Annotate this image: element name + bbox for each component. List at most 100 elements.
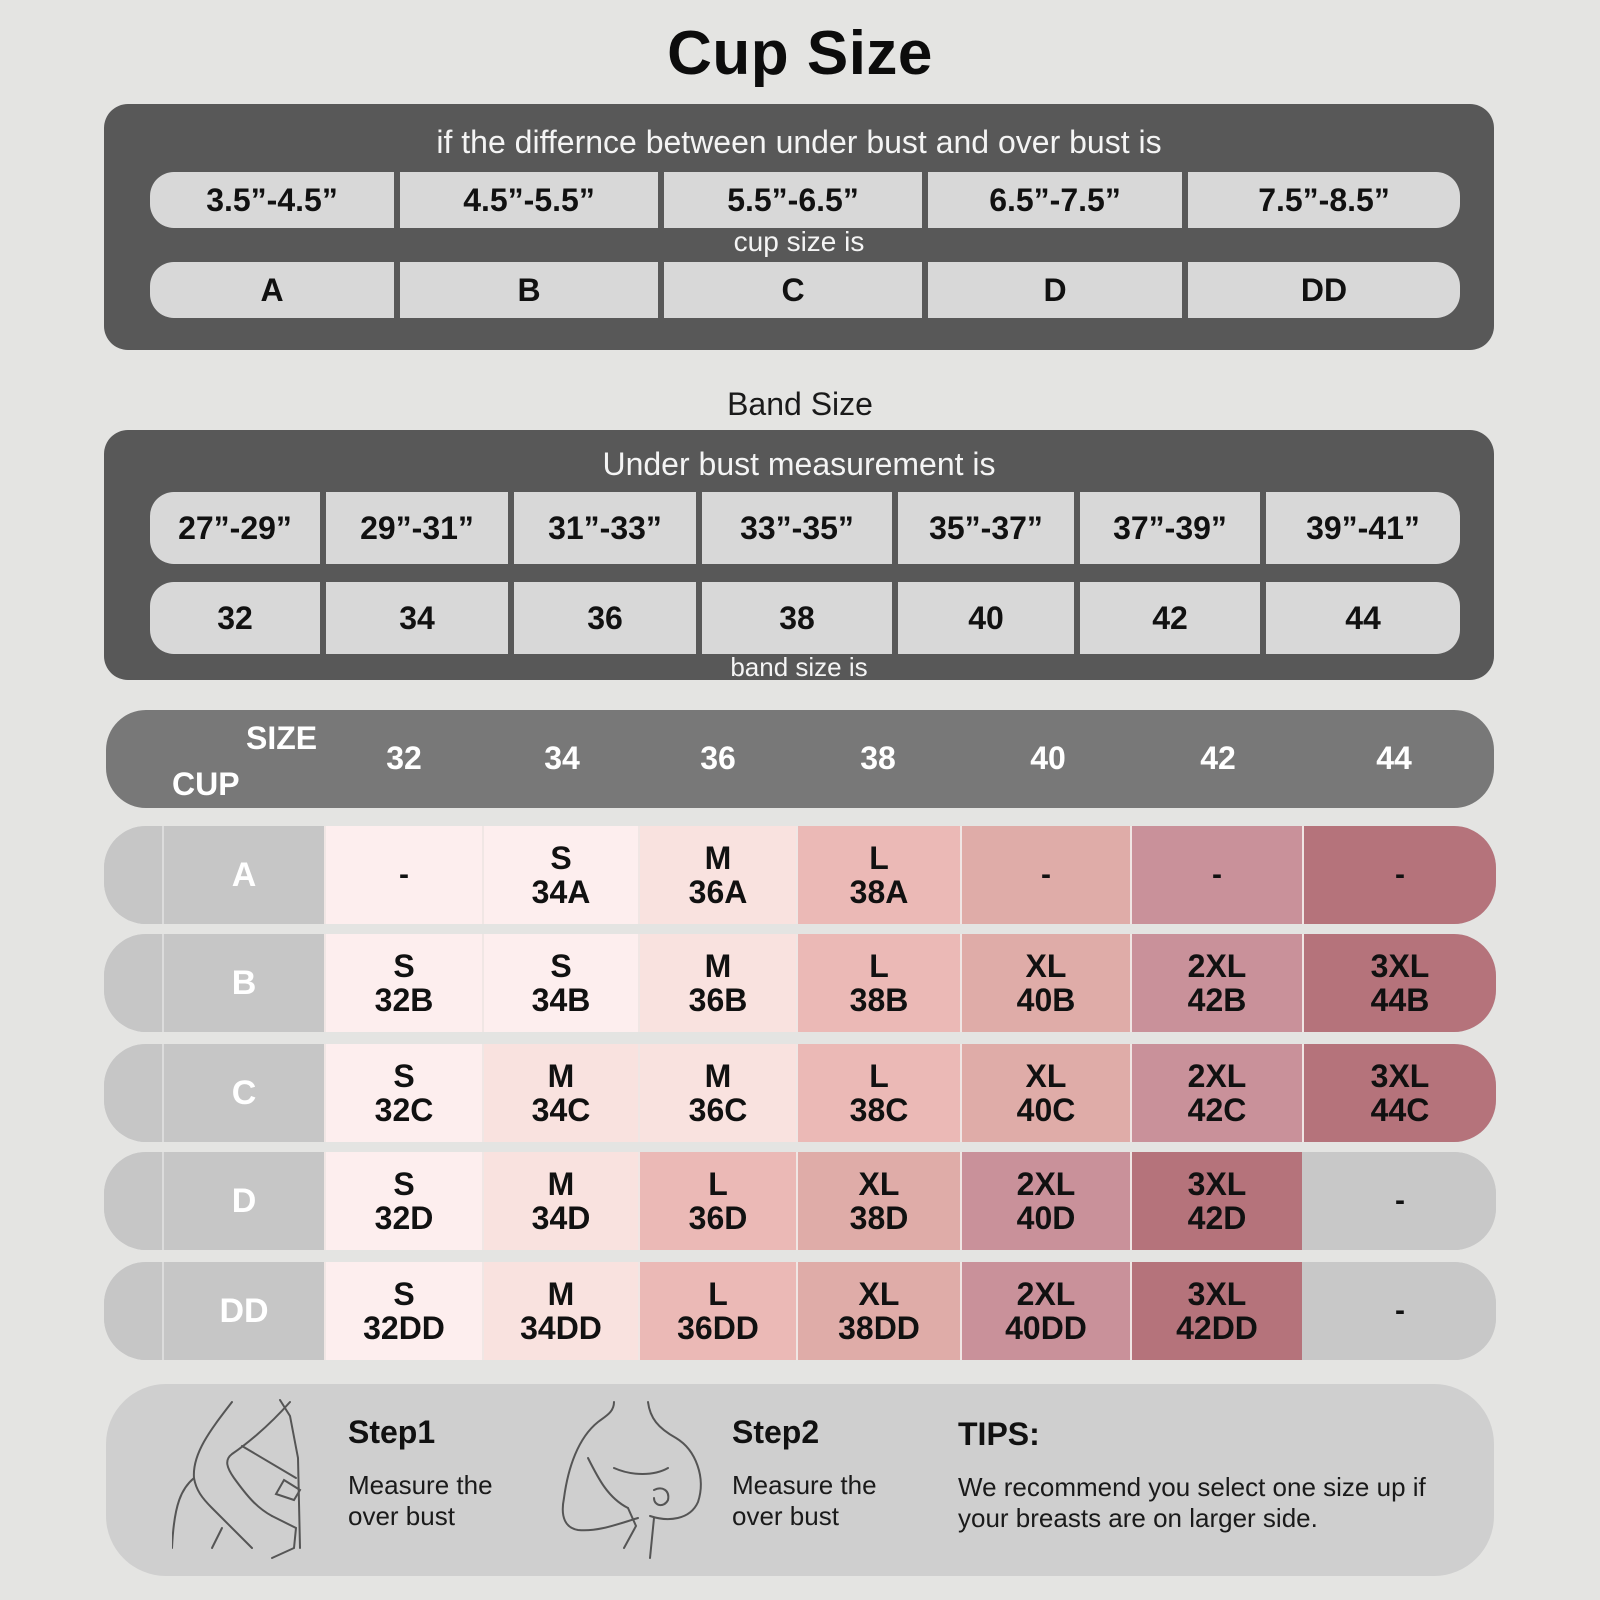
step2-text-line1: Measure the bbox=[732, 1470, 877, 1500]
band-cell: 44 bbox=[1266, 582, 1460, 654]
size-letter: XL bbox=[858, 1166, 900, 1202]
column-header-40: 40 bbox=[1030, 740, 1066, 776]
band-size-heading: Band Size bbox=[727, 386, 873, 422]
size-cell: M 34D bbox=[482, 1152, 638, 1250]
cup-row-label: DD bbox=[164, 1262, 324, 1360]
size-letter: 2XL bbox=[1016, 1276, 1076, 1312]
bra-size-code: 40DD bbox=[1005, 1310, 1087, 1346]
cup-row-label: A bbox=[164, 826, 324, 924]
measuring-instructions: Step1 Measure the over bust Step2 Measur… bbox=[106, 1384, 1494, 1576]
size-table-header: SIZE CUP 32 34 36 38 40 42 44 bbox=[106, 710, 1494, 808]
band-size-panel: Under bust measurement is 27”-29” 29”-31… bbox=[104, 430, 1494, 682]
difference-cell: 5.5”-6.5” bbox=[664, 172, 922, 228]
size-cell: 2XL 42C bbox=[1130, 1044, 1302, 1142]
bra-size-code: 40B bbox=[1016, 982, 1076, 1018]
size-letter: - bbox=[1395, 858, 1405, 891]
tips-text: We recommend you select one size up if y… bbox=[958, 1472, 1426, 1534]
size-letter: 2XL bbox=[1187, 948, 1247, 984]
size-letter: M bbox=[704, 840, 732, 876]
table-row: DD S 32DD M 34DD L 36DD XL 38DD 2XL 40DD 3XL 42DD - bbox=[104, 1262, 1496, 1360]
page-title: Cup Size bbox=[667, 19, 933, 88]
cup-row-label: C bbox=[164, 1044, 324, 1142]
size-cell: 3XL 42DD bbox=[1130, 1262, 1302, 1360]
size-letter: M bbox=[547, 1166, 575, 1202]
tips-text-line2: your breasts are on larger side. bbox=[958, 1503, 1318, 1533]
size-letter: 2XL bbox=[1016, 1166, 1076, 1202]
size-cell: L 36D bbox=[638, 1152, 796, 1250]
size-cell: M 36C bbox=[638, 1044, 796, 1142]
difference-row: 3.5”-4.5” 4.5”-5.5” 5.5”-6.5” 6.5”-7.5” … bbox=[150, 172, 1460, 228]
tips-text-line1: We recommend you select one size up if bbox=[958, 1472, 1426, 1502]
bra-size-code: 38B bbox=[849, 982, 909, 1018]
size-letter: L bbox=[869, 948, 889, 984]
bra-size-code: 38A bbox=[849, 874, 909, 910]
measurement-cell: 33”-35” bbox=[702, 492, 892, 564]
size-cell: - bbox=[1302, 1152, 1496, 1250]
size-cell: 2XL 40DD bbox=[960, 1262, 1130, 1360]
cup-difference-caption: if the differnce between under bust and … bbox=[436, 124, 1162, 160]
bra-size-code: 40D bbox=[1016, 1200, 1076, 1236]
size-letter: S bbox=[550, 840, 572, 876]
cup-cell: DD bbox=[1188, 262, 1460, 318]
measurement-cell: 31”-33” bbox=[514, 492, 696, 564]
size-letter: 3XL bbox=[1370, 948, 1430, 984]
column-header-32: 32 bbox=[386, 740, 422, 776]
size-letter: - bbox=[399, 858, 409, 891]
size-letter: - bbox=[1041, 858, 1051, 891]
row-stub bbox=[104, 934, 164, 1032]
bra-size-code: 38DD bbox=[838, 1310, 920, 1346]
tips-title: TIPS: bbox=[958, 1416, 1040, 1452]
size-cell: 2XL 42B bbox=[1130, 934, 1302, 1032]
bra-size-code: 36C bbox=[688, 1092, 748, 1128]
size-cell: 3XL 44B bbox=[1302, 934, 1496, 1032]
size-cell: - bbox=[960, 826, 1130, 924]
cup-cell: D bbox=[928, 262, 1182, 318]
size-letter: 3XL bbox=[1370, 1058, 1430, 1094]
bra-size-code: 42D bbox=[1187, 1200, 1247, 1236]
band-cell: 38 bbox=[702, 582, 892, 654]
bra-size-code: 32D bbox=[374, 1200, 434, 1236]
row-stub bbox=[104, 826, 164, 924]
step1-text: Measure the over bust bbox=[348, 1470, 493, 1532]
measurement-cell: 39”-41” bbox=[1266, 492, 1460, 564]
bra-size-code: 44B bbox=[1370, 982, 1430, 1018]
bra-size-code: 36A bbox=[688, 874, 748, 910]
bra-size-code: 36DD bbox=[677, 1310, 759, 1346]
size-cell: S 32D bbox=[324, 1152, 482, 1250]
bra-size-code: 34A bbox=[531, 874, 591, 910]
band-row: 32 34 36 38 40 42 44 bbox=[150, 582, 1460, 654]
table-row: D S 32D M 34D L 36D XL 38D 2XL 40D 3XL 42D - bbox=[104, 1152, 1496, 1250]
cup-cell: A bbox=[150, 262, 394, 318]
size-cell: - bbox=[1302, 826, 1496, 924]
column-header-38: 38 bbox=[860, 740, 896, 776]
size-letter: XL bbox=[1025, 948, 1067, 984]
cup-cell: C bbox=[664, 262, 922, 318]
difference-cell: 3.5”-4.5” bbox=[150, 172, 394, 228]
size-cell: S 34A bbox=[482, 826, 638, 924]
cup-size-sub-caption: cup size is bbox=[733, 226, 865, 257]
difference-cell: 4.5”-5.5” bbox=[400, 172, 658, 228]
difference-cell: 6.5”-7.5” bbox=[928, 172, 1182, 228]
size-letter: M bbox=[547, 1276, 575, 1312]
size-cell: M 36B bbox=[638, 934, 796, 1032]
band-cell: 40 bbox=[898, 582, 1074, 654]
size-cell: L 38C bbox=[796, 1044, 960, 1142]
measurement-cell: 27”-29” bbox=[150, 492, 320, 564]
size-cell: L 38A bbox=[796, 826, 960, 924]
table-row: B S 32B S 34B M 36B L 38B XL 40B 2XL 42B 3XL 44B bbox=[104, 934, 1496, 1032]
band-size-sub-caption: band size is bbox=[730, 652, 868, 682]
size-letter: S bbox=[393, 1058, 415, 1094]
size-cell: M 36A bbox=[638, 826, 796, 924]
difference-cell: 7.5”-8.5” bbox=[1188, 172, 1460, 228]
step2-text: Measure the over bust bbox=[732, 1470, 877, 1532]
bra-size-code: 38C bbox=[849, 1092, 909, 1128]
band-cell: 36 bbox=[514, 582, 696, 654]
bra-size-code: 34D bbox=[531, 1200, 591, 1236]
size-letter: 3XL bbox=[1187, 1166, 1247, 1202]
step1-text-line1: Measure the bbox=[348, 1470, 493, 1500]
column-header-36: 36 bbox=[700, 740, 736, 776]
size-letter: XL bbox=[858, 1276, 900, 1312]
measuring-tape-figure-icon bbox=[172, 1399, 302, 1559]
size-letter: M bbox=[704, 948, 732, 984]
bra-size-code: 32DD bbox=[363, 1310, 445, 1346]
